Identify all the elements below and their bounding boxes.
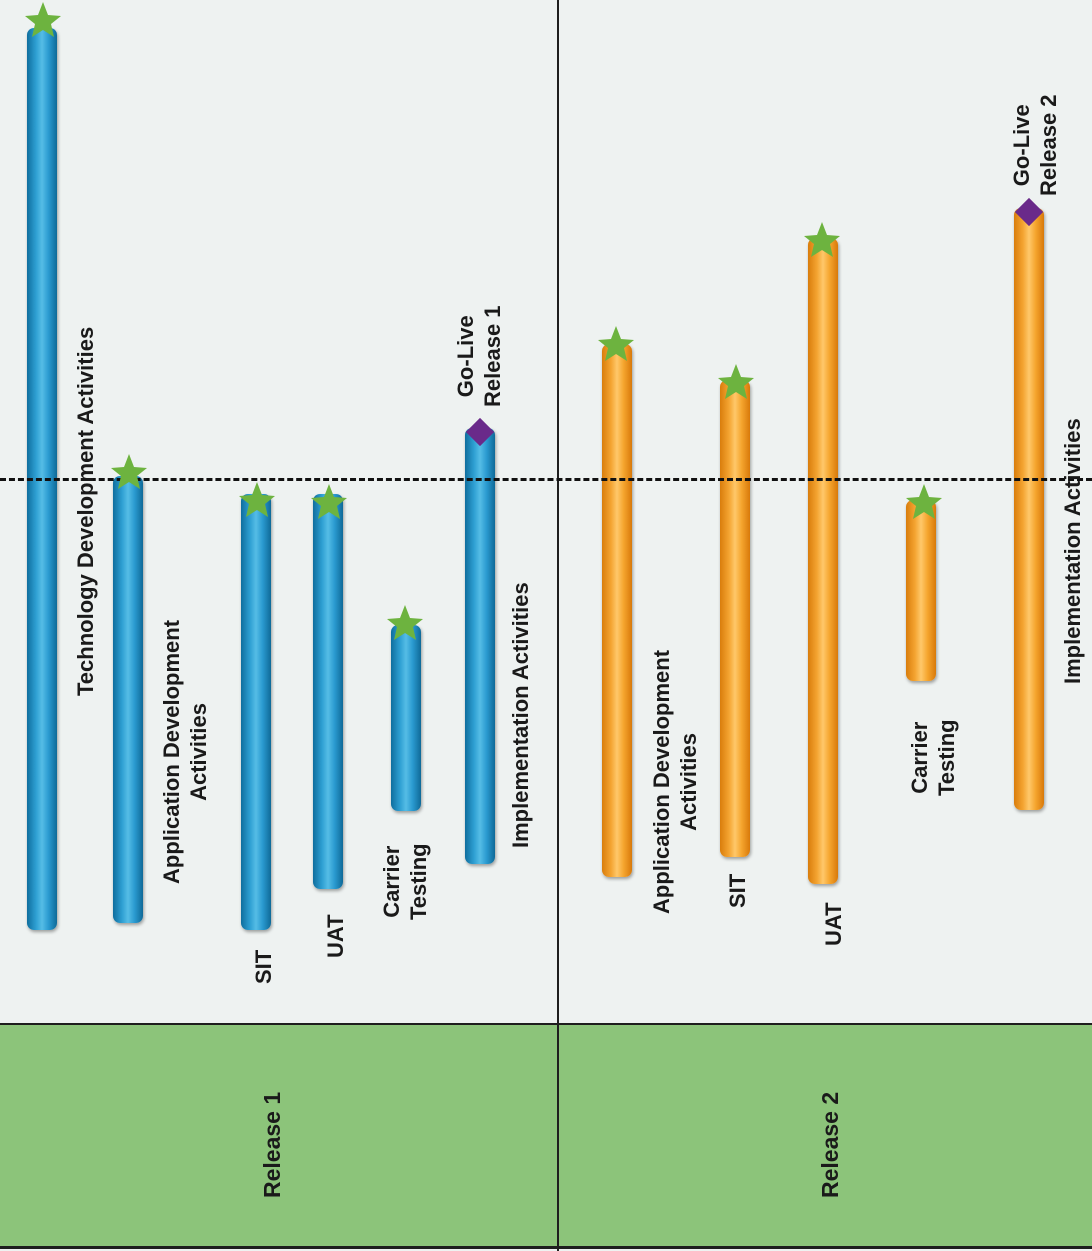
- bar-r1-implementation: [465, 428, 495, 864]
- bar-r2-sit: [720, 380, 750, 857]
- release-1-label: Release 1: [259, 1091, 285, 1198]
- bar-r2-application-development: [602, 344, 632, 877]
- label-r2-implementation: Implementation Activities: [1060, 418, 1085, 684]
- star-icon: [804, 222, 840, 257]
- bar-r2-implementation: [1014, 208, 1044, 810]
- bottom-border: [0, 1246, 1092, 1249]
- star-icon: [311, 484, 347, 519]
- star-icon: [718, 364, 754, 399]
- label-r1-go-live: Go-Live Release 1: [453, 305, 505, 407]
- release-divider: [557, 0, 559, 1251]
- star-icon: [598, 326, 634, 361]
- label-r1-technology-development: Technology Development Activities: [73, 326, 98, 696]
- bar-r1-uat: [313, 494, 343, 889]
- label-r1-carrier-testing: Carrier Testing: [379, 843, 431, 920]
- bar-r1-application-development: [113, 476, 143, 923]
- star-icon: [25, 2, 61, 37]
- current-date-line: [0, 478, 1092, 481]
- bar-r1-carrier-testing: [391, 625, 421, 811]
- star-icon: [111, 454, 147, 489]
- label-r2-sit: SIT: [725, 873, 750, 908]
- star-icon: [906, 484, 942, 519]
- bar-r2-uat: [808, 238, 838, 884]
- label-r2-carrier-testing: Carrier Testing: [907, 719, 959, 796]
- band-divider: [0, 1023, 1092, 1025]
- star-icon: [239, 482, 275, 517]
- label-r2-go-live: Go-Live Release 2: [1009, 94, 1061, 196]
- star-icon: [387, 605, 423, 640]
- label-r1-sit: SIT: [251, 949, 276, 984]
- label-r1-implementation: Implementation Activities: [508, 582, 533, 848]
- label-r2-uat: UAT: [821, 902, 846, 946]
- release-1-band: [0, 1025, 557, 1246]
- bar-r2-carrier-testing: [906, 500, 936, 681]
- label-r1-uat: UAT: [323, 914, 348, 958]
- label-r1-application-development: Application Development Activities: [159, 619, 211, 884]
- release-2-label: Release 2: [817, 1091, 843, 1198]
- bar-r1-sit: [241, 494, 271, 930]
- release-2-band: [559, 1025, 1092, 1246]
- label-r2-application-development: Application Development Activities: [649, 649, 701, 914]
